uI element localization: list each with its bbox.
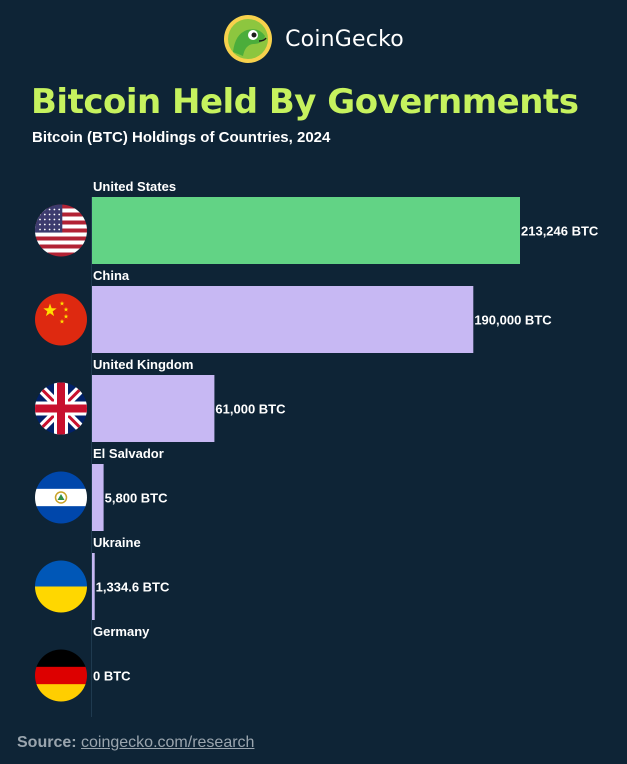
category-label: Ukraine <box>93 535 141 550</box>
gecko-logo-icon <box>224 15 273 63</box>
germany-flag-icon <box>35 649 87 702</box>
category-label: United States <box>93 179 176 194</box>
bar-united-kingdom <box>92 375 215 442</box>
category-label: China <box>93 268 130 283</box>
chart-subtitle: Bitcoin (BTC) Holdings of Countries, 202… <box>32 129 331 146</box>
el-salvador-flag-icon <box>35 471 87 524</box>
brand-name: CoinGecko <box>285 26 404 52</box>
value-label: 213,246 BTC <box>521 224 599 239</box>
category-label: Germany <box>93 624 150 639</box>
source-label: Source: <box>17 734 77 751</box>
uk-flag-icon <box>35 382 87 435</box>
bar-chart: United States 213,246 BTC China 190,000 BTC… <box>35 179 599 717</box>
value-label: 5,800 BTC <box>105 491 168 506</box>
chart-title: Bitcoin Held By Governments <box>31 82 579 122</box>
value-label: 61,000 BTC <box>215 402 286 417</box>
china-flag-icon <box>35 293 87 346</box>
bar-ukraine <box>92 553 95 620</box>
us-flag-icon <box>35 204 87 257</box>
value-label: 190,000 BTC <box>474 313 552 328</box>
source-link[interactable]: coingecko.com/research <box>81 734 255 751</box>
bar-el-salvador <box>92 464 104 531</box>
brand-header: CoinGecko <box>0 14 627 64</box>
category-label: El Salvador <box>93 446 164 461</box>
bar-china <box>92 286 474 353</box>
source-note: Source: coingecko.com/research <box>17 734 254 752</box>
value-label: 1,334.6 BTC <box>96 580 170 595</box>
category-label: United Kingdom <box>93 357 193 372</box>
bar-united-states <box>92 197 520 264</box>
ukraine-flag-icon <box>35 560 87 613</box>
value-label: 0 BTC <box>93 669 131 684</box>
